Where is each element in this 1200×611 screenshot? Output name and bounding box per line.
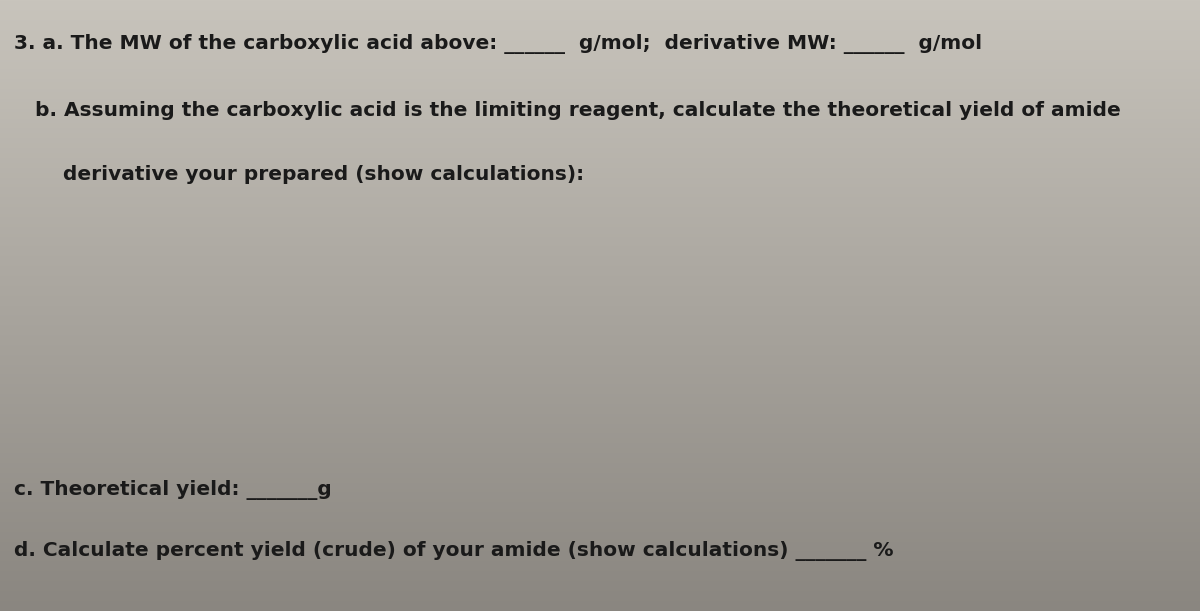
- Text: 3. a. The MW of the carboxylic acid above: ______  g/mol;  derivative MW: ______: 3. a. The MW of the carboxylic acid abov…: [14, 34, 983, 54]
- Text: c. Theoretical yield: _______g: c. Theoretical yield: _______g: [14, 480, 332, 500]
- Text: d. Calculate percent yield (crude) of your amide (show calculations) _______ %: d. Calculate percent yield (crude) of yo…: [14, 541, 894, 561]
- Text: b. Assuming the carboxylic acid is the limiting reagent, calculate the theoretic: b. Assuming the carboxylic acid is the l…: [14, 101, 1121, 120]
- Text: derivative your prepared (show calculations):: derivative your prepared (show calculati…: [14, 165, 584, 184]
